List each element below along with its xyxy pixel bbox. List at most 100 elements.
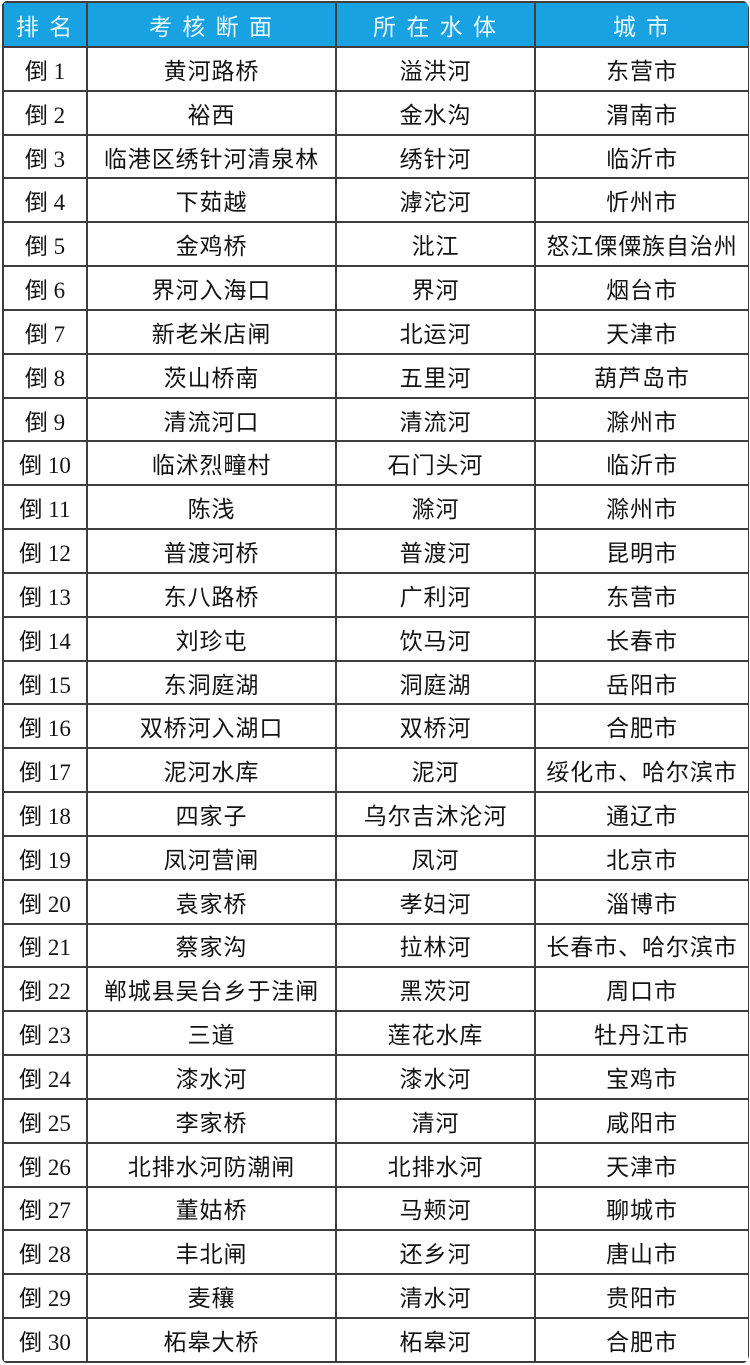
table-row: 倒 14 刘珍屯 饮马河 长春市 <box>2 615 749 662</box>
rank-cell: 倒 7 <box>2 308 88 355</box>
rank-cell: 倒 16 <box>2 703 88 750</box>
city-cell: 聊城市 <box>534 1185 749 1232</box>
water-body-cell: 孝妇河 <box>335 878 536 925</box>
rank-cell: 倒 20 <box>2 878 88 925</box>
table-row: 倒 21 蔡家沟 拉林河 长春市、哈尔滨市 <box>2 922 749 969</box>
table-row: 倒 1 黄河路桥 溢洪河 东营市 <box>2 46 749 92</box>
rank-cell: 倒 9 <box>2 396 88 443</box>
header-rank: 排名 <box>2 1 88 48</box>
water-body-cell: 洞庭湖 <box>335 659 536 706</box>
city-cell: 合肥市 <box>534 1317 749 1363</box>
section-cell: 李家桥 <box>86 1097 337 1144</box>
section-cell: 双桥河入湖口 <box>86 703 337 750</box>
table-row: 倒 25 李家桥 清河 咸阳市 <box>2 1097 749 1144</box>
water-body-cell: 界河 <box>335 265 536 311</box>
table-row: 倒 5 金鸡桥 沘江 怒江傈僳族自治州 <box>2 221 749 268</box>
table-row: 倒 13 东八路桥 广利河 东营市 <box>2 571 749 618</box>
rank-cell: 倒 2 <box>2 89 88 136</box>
rank-cell: 倒 17 <box>2 747 88 794</box>
rank-cell: 倒 8 <box>2 352 88 399</box>
table-row: 倒 23 三道 莲花水库 牡丹江市 <box>2 1010 749 1057</box>
table-row: 倒 15 东洞庭湖 洞庭湖 岳阳市 <box>2 659 749 706</box>
table-row: 倒 29 麦穰 清水河 贵阳市 <box>2 1273 749 1320</box>
rank-cell: 倒 14 <box>2 615 88 662</box>
rank-cell: 倒 29 <box>2 1273 88 1320</box>
section-cell: 柘皋大桥 <box>86 1317 337 1363</box>
table-row: 倒 11 陈浅 滁河 滁州市 <box>2 484 749 531</box>
table-row: 倒 28 丰北闸 还乡河 唐山市 <box>2 1229 749 1276</box>
rank-cell: 倒 19 <box>2 834 88 881</box>
city-cell: 周口市 <box>534 966 749 1013</box>
section-cell: 东洞庭湖 <box>86 659 337 706</box>
section-cell: 茨山桥南 <box>86 352 337 399</box>
section-cell: 袁家桥 <box>86 878 337 925</box>
water-body-cell: 还乡河 <box>335 1229 536 1276</box>
rank-cell: 倒 27 <box>2 1185 88 1232</box>
rank-cell: 倒 1 <box>2 46 88 92</box>
water-body-cell: 乌尔吉沐沦河 <box>335 791 536 837</box>
section-cell: 清流河口 <box>86 396 337 443</box>
rank-cell: 倒 13 <box>2 571 88 618</box>
water-body-cell: 石门头河 <box>335 440 536 487</box>
city-cell: 淄博市 <box>534 878 749 925</box>
rank-cell: 倒 23 <box>2 1010 88 1057</box>
city-cell: 长春市 <box>534 615 749 662</box>
table-row: 倒 24 漆水河 漆水河 宝鸡市 <box>2 1054 749 1100</box>
water-body-cell: 五里河 <box>335 352 536 399</box>
water-body-cell: 滁河 <box>335 484 536 531</box>
section-cell: 临港区绣针河清泉林 <box>86 133 337 180</box>
water-body-cell: 饮马河 <box>335 615 536 662</box>
city-cell: 绥化市、哈尔滨市 <box>534 747 749 794</box>
city-cell: 宝鸡市 <box>534 1054 749 1100</box>
water-body-cell: 黑茨河 <box>335 966 536 1013</box>
section-cell: 四家子 <box>86 791 337 837</box>
city-cell: 忻州市 <box>534 177 749 224</box>
section-cell: 裕西 <box>86 89 337 136</box>
city-cell: 北京市 <box>534 834 749 881</box>
section-cell: 黄河路桥 <box>86 46 337 92</box>
table-row: 倒 27 董姑桥 马颊河 聊城市 <box>2 1185 749 1232</box>
city-cell: 岳阳市 <box>534 659 749 706</box>
rank-cell: 倒 25 <box>2 1097 88 1144</box>
header-section: 考核断面 <box>86 1 337 48</box>
water-body-cell: 绣针河 <box>335 133 536 180</box>
section-cell: 漆水河 <box>86 1054 337 1100</box>
city-cell: 通辽市 <box>534 791 749 837</box>
city-cell: 临沂市 <box>534 133 749 180</box>
city-cell: 临沂市 <box>534 440 749 487</box>
section-cell: 陈浅 <box>86 484 337 531</box>
table-row: 倒 8 茨山桥南 五里河 葫芦岛市 <box>2 352 749 399</box>
section-cell: 界河入海口 <box>86 265 337 311</box>
table-row: 倒 6 界河入海口 界河 烟台市 <box>2 265 749 311</box>
city-cell: 昆明市 <box>534 528 749 574</box>
water-body-cell: 清流河 <box>335 396 536 443</box>
water-body-cell: 清河 <box>335 1097 536 1144</box>
city-cell: 滁州市 <box>534 396 749 443</box>
city-cell: 东营市 <box>534 571 749 618</box>
city-cell: 天津市 <box>534 308 749 355</box>
section-cell: 刘珍屯 <box>86 615 337 662</box>
table-row: 倒 22 郸城县吴台乡于洼闸 黑茨河 周口市 <box>2 966 749 1013</box>
table-row: 倒 2 裕西 金水沟 渭南市 <box>2 89 749 136</box>
water-body-cell: 滹沱河 <box>335 177 536 224</box>
water-body-cell: 双桥河 <box>335 703 536 750</box>
rank-cell: 倒 3 <box>2 133 88 180</box>
rank-cell: 倒 21 <box>2 922 88 969</box>
section-cell: 东八路桥 <box>86 571 337 618</box>
city-cell: 唐山市 <box>534 1229 749 1276</box>
rank-cell: 倒 6 <box>2 265 88 311</box>
rank-cell: 倒 15 <box>2 659 88 706</box>
rank-cell: 倒 24 <box>2 1054 88 1100</box>
city-cell: 烟台市 <box>534 265 749 311</box>
rank-cell: 倒 30 <box>2 1317 88 1363</box>
header-water-body: 所在水体 <box>335 1 536 48</box>
table-row: 倒 7 新老米店闸 北运河 天津市 <box>2 308 749 355</box>
table-row: 倒 30 柘皋大桥 柘皋河 合肥市 <box>2 1317 749 1363</box>
table-row: 倒 20 袁家桥 孝妇河 淄博市 <box>2 878 749 925</box>
city-cell: 咸阳市 <box>534 1097 749 1144</box>
table-row: 倒 19 凤河营闸 凤河 北京市 <box>2 834 749 881</box>
section-cell: 麦穰 <box>86 1273 337 1320</box>
section-cell: 泥河水库 <box>86 747 337 794</box>
